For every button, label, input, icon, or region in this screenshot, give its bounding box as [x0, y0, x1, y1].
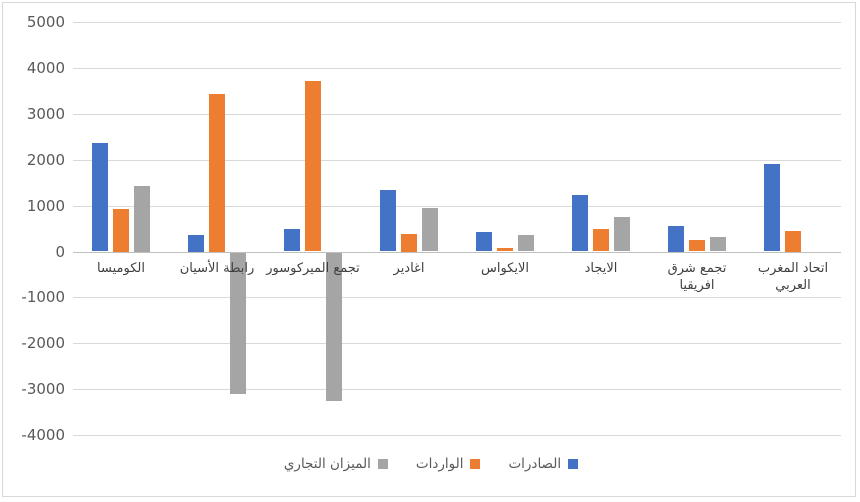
x-axis-category-label: الايكواس	[480, 260, 530, 276]
bar-الميزان التجاري-تجمع شرق افريقيا	[710, 237, 726, 251]
bar-الصادرات-اغادير	[380, 190, 396, 251]
bar-الميزان التجاري-الايكواس	[518, 235, 534, 251]
bar-الميزان التجاري-الايجاد	[614, 217, 630, 251]
gridline	[73, 22, 841, 23]
legend-swatch-icon	[568, 459, 579, 469]
gridline	[73, 114, 841, 115]
bar-الواردات-تجمع الميركوسور	[305, 81, 321, 251]
bar-الصادرات-الكوميسا	[92, 143, 108, 251]
y-axis-tick-label: 5000	[26, 13, 65, 31]
bar-الواردات-اغادير	[401, 234, 417, 252]
x-axis-category-label: اغادير	[393, 260, 425, 276]
y-axis-tick-label: -3000	[21, 380, 65, 398]
legend-label: الميزان التجاري	[283, 456, 371, 472]
gridline	[73, 206, 841, 207]
bar-الصادرات-الايجاد	[572, 195, 588, 251]
bar-الواردات-تجمع شرق افريقيا	[689, 240, 705, 251]
gridline	[73, 68, 841, 69]
plot-area: 5000 4000 3000 2000 1000 0 -1000 -2000 -3000 -400…	[3, 3, 855, 496]
legend-item: الميزان التجاري	[284, 456, 388, 472]
y-axis-tick-label: -1000	[21, 288, 65, 306]
legend-swatch-icon	[470, 459, 481, 469]
bar-الصادرات-الايكواس	[476, 232, 492, 251]
bar-الصادرات-تجمع شرق افريقيا	[668, 226, 684, 252]
x-axis-category-label: اتحاد المغرب العربي	[757, 260, 829, 294]
bar-الواردات-رابطة الأسيان	[209, 94, 225, 252]
bar-الواردات-الايجاد	[593, 229, 609, 251]
gridline	[73, 160, 841, 161]
y-axis-tick-label: -4000	[21, 426, 65, 444]
x-axis-category-label: تجمع شرق افريقيا	[667, 260, 727, 294]
gridline	[73, 435, 841, 436]
x-axis-category-label: الايجاد	[584, 260, 618, 276]
x-axis-line	[73, 252, 841, 253]
gridline	[73, 389, 841, 390]
bar-الصادرات-اتحاد المغرب العربي	[764, 164, 780, 251]
legend-label: الواردات	[415, 456, 464, 472]
bar-الصادرات-تجمع الميركوسور	[284, 229, 300, 251]
legend-label: الصادرات	[508, 456, 562, 472]
bar-الميزان التجاري-رابطة الأسيان	[230, 253, 246, 394]
y-axis-tick-label: 4000	[26, 59, 65, 77]
bar-الواردات-الكوميسا	[113, 209, 129, 252]
bar-الصادرات-رابطة الأسيان	[188, 235, 204, 252]
y-axis-tick-label: -2000	[21, 334, 65, 352]
gridline	[73, 297, 841, 298]
y-axis-tick-label: 3000	[26, 105, 65, 123]
chart-frame: 5000 4000 3000 2000 1000 0 -1000 -2000 -3000 -400…	[2, 2, 856, 497]
gridline	[73, 343, 841, 344]
x-axis-category-label: الكوميسا	[97, 260, 145, 276]
bar-الميزان التجاري-اغادير	[422, 208, 438, 251]
y-axis-tick-label: 0	[55, 243, 65, 261]
x-axis-category-label: تجمع الميركوسور	[266, 260, 360, 276]
legend-item: الواردات	[416, 456, 481, 472]
legend-swatch-icon	[377, 459, 388, 469]
bar-الواردات-الايكواس	[497, 248, 513, 251]
y-axis-tick-label: 2000	[26, 151, 65, 169]
chart-legend: الميزان التجاري الواردات الصادرات	[3, 456, 859, 472]
bar-الميزان التجاري-الكوميسا	[134, 186, 150, 252]
bar-الميزان التجاري-تجمع الميركوسور	[326, 253, 342, 401]
bar-الواردات-اتحاد المغرب العربي	[785, 231, 801, 252]
y-axis-tick-label: 1000	[26, 197, 65, 215]
x-axis-category-label: رابطة الأسيان	[179, 260, 255, 276]
legend-item: الصادرات	[508, 456, 579, 472]
